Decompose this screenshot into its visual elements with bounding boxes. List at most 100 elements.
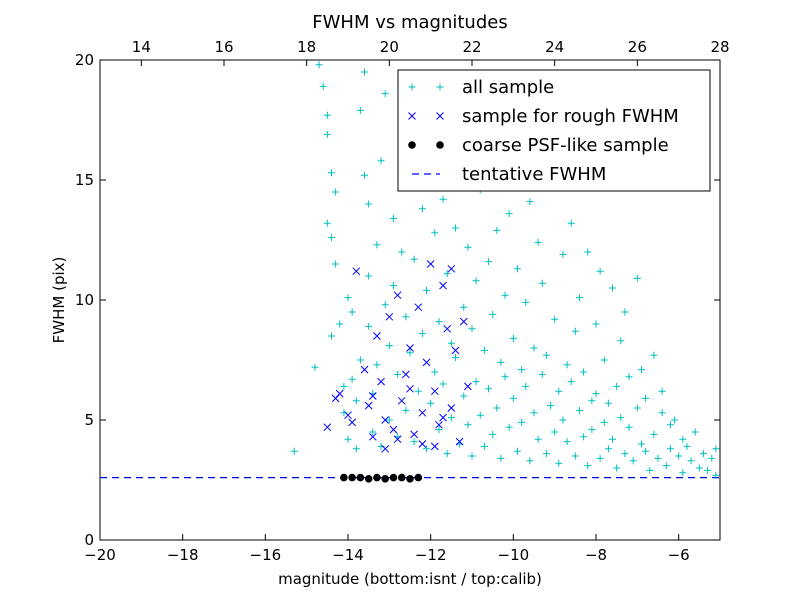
point-plus-0-98 — [518, 366, 526, 374]
point-plus-0-179 — [712, 471, 720, 479]
point-plus-0-166 — [666, 421, 674, 429]
point-plus-0-170 — [679, 435, 687, 443]
point-plus-0-133 — [588, 426, 596, 434]
y-tick-label: 20 — [75, 51, 94, 69]
point-plus-0-65 — [447, 339, 455, 347]
point-plus-0-159 — [646, 466, 654, 474]
y-axis-label: FWHM (pix) — [50, 257, 68, 344]
point-plus-0-164 — [658, 387, 666, 395]
point-plus-0-50 — [414, 387, 422, 395]
point-plus-0-72 — [464, 243, 472, 251]
point-plus-0-95 — [509, 394, 517, 402]
point-plus-0-128 — [580, 433, 588, 441]
point-plus-0-1 — [311, 363, 319, 371]
point-plus-0-28 — [369, 428, 377, 436]
point-plus-0-87 — [493, 404, 501, 412]
point-plus-0-91 — [501, 373, 509, 381]
point-plus-0-150 — [625, 423, 633, 431]
point-plus-0-70 — [460, 303, 468, 311]
point-plus-0-124 — [571, 452, 579, 460]
top-x-tick-label: 28 — [710, 38, 729, 56]
point-plus-0-83 — [485, 385, 493, 393]
point-plus-0-38 — [389, 214, 397, 222]
point-x-1-33 — [439, 413, 447, 422]
point-x-1-19 — [414, 303, 423, 312]
point-plus-0-11 — [332, 188, 340, 196]
point-plus-0-63 — [443, 450, 451, 458]
point-plus-0-4 — [323, 111, 331, 119]
point-plus-0-176 — [699, 450, 707, 458]
point-plus-0-49 — [410, 255, 418, 263]
point-x-1-36 — [406, 384, 414, 393]
point-plus-0-22 — [356, 106, 364, 114]
point-plus-0-163 — [658, 409, 666, 417]
point-plus-0-138 — [600, 418, 608, 426]
point-plus-0-169 — [675, 452, 683, 460]
point-plus-0-101 — [522, 382, 530, 390]
point-plus-0-122 — [567, 219, 575, 227]
point-x-1-20 — [418, 408, 427, 417]
point-circle-2-4 — [373, 473, 381, 482]
legend-swatch-x — [408, 112, 416, 120]
point-plus-0-99 — [518, 418, 526, 426]
point-plus-0-118 — [559, 250, 567, 258]
point-plus-0-32 — [377, 157, 385, 165]
chart-title: FWHM vs magnitudes — [312, 12, 507, 33]
y-tick-label: 5 — [84, 411, 94, 429]
point-plus-0-154 — [633, 274, 641, 282]
top-x-tick-label: 14 — [132, 38, 151, 56]
point-plus-0-105 — [530, 409, 538, 417]
point-plus-0-7 — [327, 234, 335, 242]
point-x-1-37 — [393, 435, 402, 444]
point-plus-0-109 — [538, 279, 546, 287]
point-plus-0-165 — [662, 462, 670, 470]
point-plus-0-73 — [464, 421, 472, 429]
point-plus-0-2 — [315, 61, 323, 69]
point-circle-2-2 — [356, 473, 365, 482]
y-tick-label: 15 — [75, 171, 94, 189]
point-plus-0-9 — [332, 260, 340, 268]
point-plus-0-132 — [588, 397, 596, 405]
point-plus-0-51 — [418, 205, 426, 213]
point-plus-0-107 — [534, 435, 542, 443]
point-plus-0-12 — [336, 320, 344, 328]
point-plus-0-35 — [381, 301, 389, 309]
axes: −20 −18 −16 −14 −12 −10 −8 −6 14 16 18 20 22 24 26 28 0 5… — [75, 38, 730, 564]
point-plus-0-177 — [704, 466, 712, 474]
point-plus-0-160 — [650, 351, 658, 359]
point-x-1-39 — [368, 392, 377, 400]
point-circle-2-9 — [414, 473, 423, 482]
point-plus-0-62 — [439, 380, 447, 388]
point-x-1-18 — [410, 430, 418, 439]
point-plus-0-104 — [530, 344, 538, 352]
point-x-1-3 — [344, 411, 352, 420]
point-x-1-26 — [443, 324, 452, 333]
point-plus-0-16 — [344, 294, 352, 302]
point-x-1-35 — [418, 440, 427, 448]
point-plus-0-115 — [551, 315, 559, 323]
point-plus-0-66 — [447, 414, 455, 422]
point-plus-0-141 — [604, 399, 612, 407]
x-tick-label: −18 — [167, 546, 199, 564]
point-plus-0-180 — [712, 445, 720, 453]
point-x-1-14 — [393, 291, 402, 300]
point-plus-0-27 — [365, 322, 373, 330]
point-plus-0-8 — [323, 219, 331, 227]
x-tick-label: −16 — [250, 546, 282, 564]
point-x-1-17 — [406, 344, 414, 352]
point-plus-0-135 — [592, 390, 600, 398]
point-circle-2-1 — [348, 473, 356, 482]
x-tick-label: −12 — [415, 546, 447, 564]
point-plus-0-140 — [604, 445, 612, 453]
point-circle-2-0 — [340, 473, 348, 482]
x-tick-label: −10 — [498, 546, 530, 564]
point-plus-0-167 — [666, 445, 674, 453]
point-plus-0-119 — [559, 416, 567, 424]
point-plus-0-24 — [361, 171, 369, 179]
point-plus-0-20 — [352, 397, 360, 405]
point-plus-0-111 — [542, 351, 550, 359]
point-plus-0-54 — [423, 286, 431, 294]
point-x-1-6 — [360, 365, 369, 374]
legend-swatch-circle — [436, 141, 444, 149]
